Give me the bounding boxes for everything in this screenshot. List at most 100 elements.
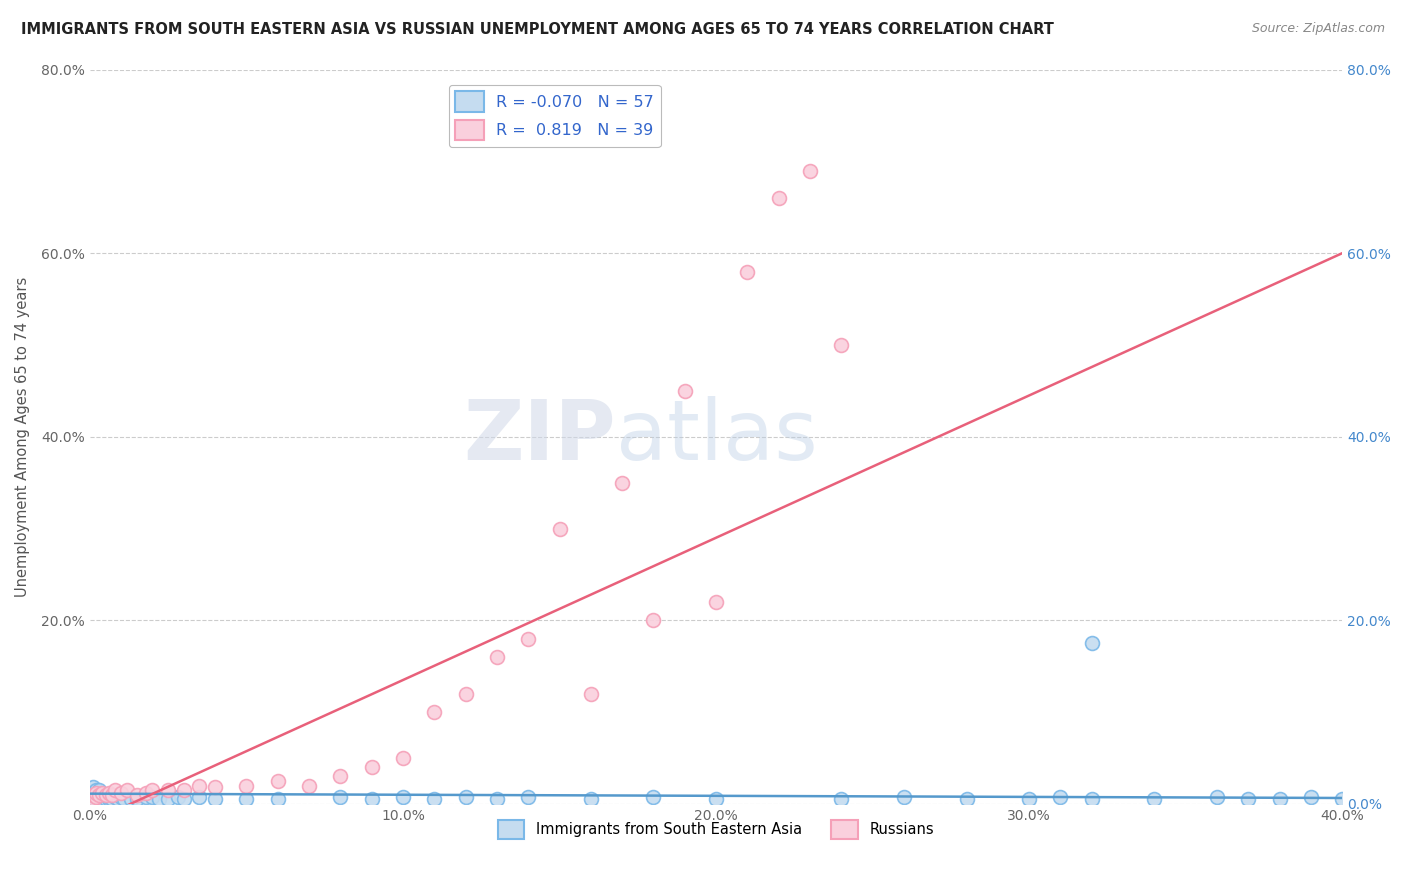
Point <box>1206 789 1229 804</box>
Point <box>84 789 107 804</box>
Point <box>166 789 188 804</box>
Point <box>1049 789 1071 804</box>
Point <box>94 792 117 806</box>
Point <box>94 788 117 802</box>
Point <box>91 792 114 806</box>
Point <box>104 783 127 797</box>
Point <box>82 780 104 795</box>
Point <box>235 779 257 793</box>
Point <box>82 788 104 802</box>
Point <box>548 522 571 536</box>
Point <box>89 792 111 806</box>
Point <box>423 792 446 806</box>
Point <box>89 788 111 802</box>
Point <box>1143 792 1166 806</box>
Point <box>89 789 111 804</box>
Point <box>329 769 352 783</box>
Point <box>1081 792 1104 806</box>
Point <box>643 789 665 804</box>
Point <box>117 783 139 797</box>
Point <box>454 789 477 804</box>
Point <box>97 789 120 804</box>
Point <box>392 789 415 804</box>
Point <box>737 264 759 278</box>
Point <box>173 783 195 797</box>
Point <box>188 789 211 804</box>
Point <box>360 792 382 806</box>
Point <box>100 788 122 802</box>
Point <box>125 792 148 806</box>
Point <box>107 792 129 806</box>
Point <box>454 687 477 701</box>
Point <box>392 751 415 765</box>
Point <box>84 789 107 804</box>
Point <box>830 338 852 352</box>
Point <box>97 786 120 800</box>
Point <box>204 780 226 795</box>
Point <box>84 786 107 800</box>
Point <box>125 788 148 802</box>
Point <box>673 384 696 398</box>
Point <box>1331 792 1354 806</box>
Point <box>704 595 727 609</box>
Point <box>485 792 508 806</box>
Point <box>120 792 142 806</box>
Point <box>799 163 821 178</box>
Point <box>141 789 163 804</box>
Point <box>104 789 127 804</box>
Point <box>768 191 790 205</box>
Point <box>267 774 290 789</box>
Point <box>423 705 446 719</box>
Point <box>173 792 195 806</box>
Point <box>204 792 226 806</box>
Text: Source: ZipAtlas.com: Source: ZipAtlas.com <box>1251 22 1385 36</box>
Point <box>157 783 180 797</box>
Point <box>1268 792 1291 806</box>
Point <box>517 632 540 646</box>
Point <box>485 650 508 665</box>
Point <box>82 792 104 806</box>
Y-axis label: Unemployment Among Ages 65 to 74 years: Unemployment Among Ages 65 to 74 years <box>15 277 30 597</box>
Point <box>188 779 211 793</box>
Text: IMMIGRANTS FROM SOUTH EASTERN ASIA VS RUSSIAN UNEMPLOYMENT AMONG AGES 65 TO 74 Y: IMMIGRANTS FROM SOUTH EASTERN ASIA VS RU… <box>21 22 1054 37</box>
Point <box>1081 636 1104 650</box>
Text: ZIP: ZIP <box>464 396 616 477</box>
Point <box>893 789 915 804</box>
Point <box>84 792 107 806</box>
Point <box>704 792 727 806</box>
Point <box>1299 789 1322 804</box>
Point <box>91 786 114 800</box>
Point <box>329 789 352 804</box>
Point <box>84 786 107 800</box>
Point <box>97 792 120 806</box>
Point <box>89 783 111 797</box>
Point <box>157 792 180 806</box>
Point <box>110 786 132 800</box>
Point <box>112 792 135 806</box>
Point <box>955 792 977 806</box>
Legend: Immigrants from South Eastern Asia, Russians: Immigrants from South Eastern Asia, Russ… <box>492 814 939 845</box>
Point <box>360 760 382 774</box>
Point <box>517 789 540 804</box>
Point <box>100 792 122 806</box>
Point <box>82 786 104 800</box>
Point <box>235 792 257 806</box>
Point <box>579 687 602 701</box>
Point <box>267 792 290 806</box>
Point <box>110 789 132 804</box>
Point <box>135 786 157 800</box>
Point <box>82 792 104 806</box>
Point <box>1237 792 1260 806</box>
Point <box>91 788 114 802</box>
Point <box>94 788 117 802</box>
Point <box>298 779 321 793</box>
Point <box>84 783 107 797</box>
Point <box>579 792 602 806</box>
Point <box>610 475 633 490</box>
Point <box>830 792 852 806</box>
Point <box>135 789 157 804</box>
Point <box>141 783 163 797</box>
Point <box>1018 792 1040 806</box>
Point <box>643 613 665 627</box>
Text: atlas: atlas <box>616 396 818 477</box>
